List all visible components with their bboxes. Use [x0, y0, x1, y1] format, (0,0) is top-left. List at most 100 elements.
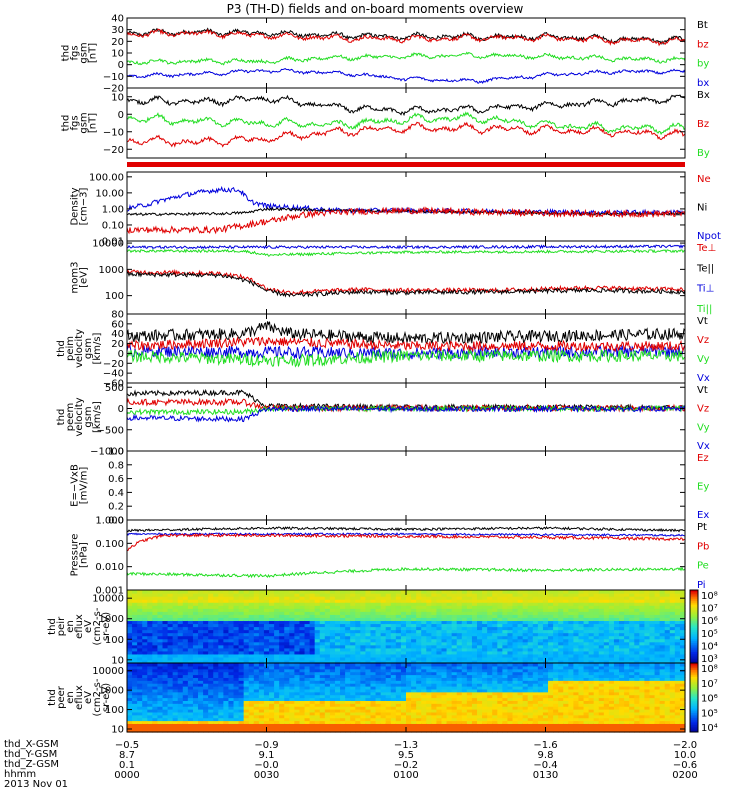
spec-cell	[532, 614, 539, 618]
spec-cell	[187, 691, 194, 696]
spec-cell	[416, 599, 422, 603]
spec-cell	[431, 677, 438, 681]
spec-cell	[269, 590, 275, 594]
spec-cell	[304, 626, 311, 631]
y-tick-label: 1.0	[108, 447, 124, 458]
spec-cell	[578, 614, 585, 618]
spec-cell	[329, 590, 336, 594]
spec-cell	[177, 668, 184, 673]
spec-cell	[304, 720, 311, 724]
spec-cell	[400, 686, 407, 690]
spec-cell	[548, 605, 554, 609]
spec-cell	[441, 717, 448, 722]
spec-cell	[664, 617, 671, 622]
spec-cell	[329, 674, 336, 678]
spec-cell	[289, 714, 295, 719]
spec-cell	[411, 665, 417, 670]
spec-cell	[329, 729, 336, 733]
spec-cell	[466, 677, 473, 681]
spec-cell	[375, 593, 382, 597]
spec-cell	[269, 706, 275, 710]
spec-cell	[223, 717, 230, 722]
spec-cell	[299, 677, 306, 681]
spec-cell	[400, 656, 407, 661]
spec-cell	[674, 623, 681, 628]
spec-cell	[512, 683, 519, 687]
spec-cell	[492, 686, 498, 690]
spec-cell	[182, 700, 189, 704]
spec-cell	[324, 608, 331, 612]
spec-cell	[573, 596, 580, 600]
spec-cell	[248, 729, 255, 733]
spec-cell	[558, 620, 564, 625]
spec-cell	[279, 703, 285, 707]
spec-cell	[517, 611, 524, 615]
spec-cell	[208, 620, 214, 625]
spec-cell	[324, 688, 331, 693]
spec-cell	[162, 677, 169, 681]
spec-cell	[355, 608, 361, 612]
spec-cell	[426, 694, 432, 699]
spec-cell	[477, 629, 483, 634]
spec-cell	[304, 671, 311, 676]
spec-cell	[284, 635, 290, 640]
spec-cell	[253, 700, 260, 704]
spec-cell	[400, 602, 407, 606]
series-line-Pb	[126, 532, 685, 552]
spec-cell	[258, 720, 265, 724]
spec-cell	[421, 638, 427, 643]
spec-cell	[324, 674, 331, 678]
spec-cell	[147, 700, 153, 704]
spec-cell	[446, 688, 453, 693]
spec-cell	[507, 711, 514, 716]
spec-cell	[314, 647, 321, 652]
spec-cell	[132, 683, 138, 687]
spec-cell	[416, 656, 422, 661]
spec-cell	[400, 703, 407, 707]
spec-cell	[345, 700, 351, 704]
spec-cell	[324, 700, 331, 704]
legend-entry: Ti⊥	[696, 284, 714, 295]
spec-cell	[441, 706, 448, 710]
spec-cell	[426, 656, 432, 661]
spec-cell	[162, 626, 169, 631]
series-line-By	[126, 111, 686, 136]
spec-cell	[679, 590, 686, 594]
spec-cell	[142, 717, 148, 722]
spec-cell	[172, 674, 179, 678]
spec-cell	[477, 620, 483, 625]
spec-cell	[182, 686, 189, 690]
spec-cell	[187, 590, 194, 594]
spec-cell	[319, 623, 326, 628]
spec-cell	[436, 590, 443, 594]
spec-cell	[471, 608, 478, 612]
spec-cell	[147, 629, 153, 634]
spec-cell	[203, 602, 209, 606]
spec-cell	[441, 620, 448, 625]
colorbar-step	[690, 661, 698, 664]
spec-cell	[142, 644, 148, 649]
spec-cell	[274, 590, 280, 594]
spec-cell	[127, 620, 133, 625]
spec-cell	[522, 729, 529, 733]
spec-cell	[228, 659, 235, 664]
spec-cell	[411, 720, 417, 724]
spec-cell	[669, 605, 676, 609]
spec-cell	[192, 629, 199, 634]
spec-cell	[157, 706, 164, 710]
spec-cell	[137, 700, 143, 704]
spec-cell	[492, 683, 498, 687]
spec-cell	[553, 647, 559, 652]
spec-cell	[634, 650, 640, 655]
spec-cell	[406, 635, 412, 640]
panel-peem_vel: 5000−500−1000thdpeemvelocitygsm[km/s]VtV…	[56, 382, 710, 458]
spec-cell	[477, 683, 483, 687]
spec-cell	[431, 668, 438, 673]
spec-cell	[487, 677, 493, 681]
spec-cell	[517, 665, 524, 670]
spec-cell	[309, 653, 316, 658]
spec-cell	[471, 644, 478, 649]
spec-cell	[137, 641, 143, 646]
spec-cell	[162, 703, 169, 707]
colorbar-step	[690, 621, 698, 624]
